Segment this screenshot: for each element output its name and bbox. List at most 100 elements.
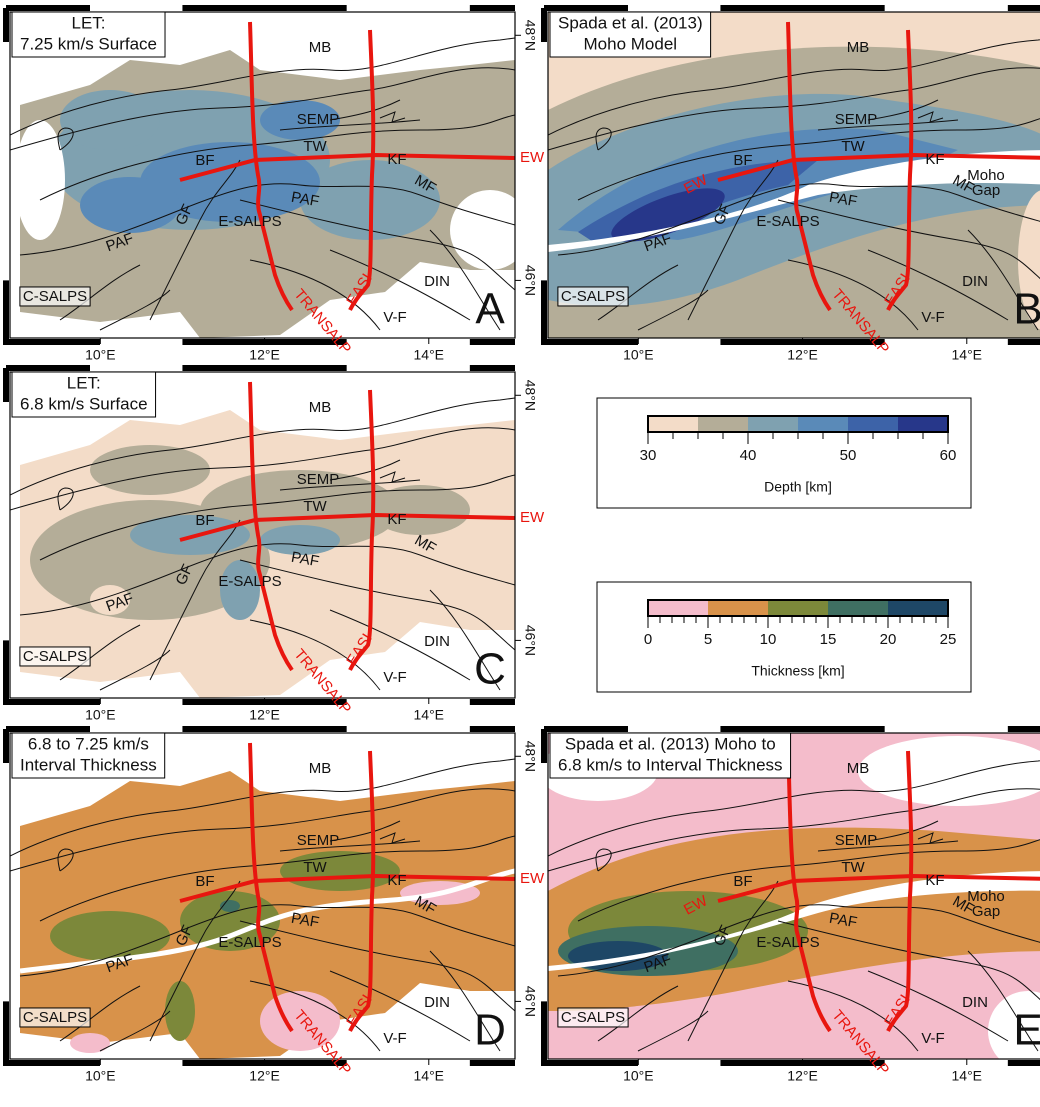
feature-label: TW: [841, 859, 865, 876]
x-tick-label: 10°E: [85, 707, 116, 723]
feature-label: MB: [309, 760, 332, 777]
colorbar-segment: [848, 416, 899, 432]
feature-label: DIN: [424, 273, 450, 290]
y-tick-label: 48°N: [522, 380, 538, 411]
feature-label: E-SALPS: [756, 213, 819, 230]
feature-label: BF: [733, 873, 752, 890]
x-tick-label: 12°E: [249, 1068, 280, 1084]
feature-label: DIN: [962, 994, 988, 1011]
panel-title: 6.8 to 7.25 km/s: [28, 734, 149, 753]
feature-label: E-SALPS: [756, 934, 819, 951]
feature-label: V-F: [383, 669, 406, 686]
colorbar-label: Depth [km]: [764, 479, 832, 495]
figure: MBSEMPTWBFKFMFPAFPAFGFE-SALPSDINV-FC-SAL…: [0, 0, 1040, 1107]
x-tick-label: 14°E: [414, 1068, 445, 1084]
feature-label: E-SALPS: [218, 934, 281, 951]
colorbar-segment: [768, 600, 829, 616]
data-region: [450, 190, 530, 270]
feature-label: MB: [309, 399, 332, 416]
gap-label: Gap: [972, 182, 1000, 199]
panel-letter: D: [474, 1006, 506, 1055]
x-tick-label: 10°E: [623, 347, 654, 363]
colorbar-tick-label: 15: [820, 631, 837, 648]
y-tick-label: 48°N: [522, 741, 538, 772]
feature-label: C-SALPS: [23, 288, 87, 305]
feature-label: KF: [925, 872, 944, 889]
panel-letter: C: [474, 645, 506, 694]
x-tick-label: 12°E: [249, 347, 280, 363]
colorbar-segment: [898, 416, 949, 432]
panel-title: Interval Thickness: [20, 755, 157, 774]
feature-label: BF: [195, 152, 214, 169]
colorbar-segment: [648, 600, 709, 616]
colorbar-segment: [798, 416, 849, 432]
data-region: [913, 971, 1003, 1011]
panel-title: 7.25 km/s Surface: [20, 34, 157, 53]
x-tick-label: 12°E: [249, 707, 280, 723]
panel-title: Moho Model: [584, 34, 678, 53]
feature-label: TW: [303, 859, 327, 876]
gap-label: Gap: [972, 903, 1000, 920]
panel-title: LET:: [67, 373, 101, 392]
feature-label: BF: [195, 512, 214, 529]
panel-letter: A: [475, 285, 505, 334]
y-tick-label: 48°N: [522, 20, 538, 51]
feature-label: TW: [303, 498, 327, 515]
colorbar-tick-label: 60: [940, 447, 957, 464]
colorbar-label: Thickness [km]: [751, 663, 844, 679]
panel-title: Spada et al. (2013): [558, 13, 703, 32]
panel-letter: B: [1013, 285, 1040, 334]
data-region: [220, 560, 260, 620]
feature-label: TW: [303, 138, 327, 155]
data-region: [60, 90, 160, 150]
colorbar: 0 5 10 15 20 25 Thickness [km]: [597, 582, 971, 692]
colorbar-tick-label: 25: [940, 631, 957, 648]
colorbar-segment: [888, 600, 949, 616]
colorbar-segment: [748, 416, 799, 432]
y-tick-label: 46°N: [522, 986, 538, 1017]
feature-label: DIN: [424, 633, 450, 650]
feature-label: KF: [387, 872, 406, 889]
feature-label: C-SALPS: [23, 1009, 87, 1026]
x-tick-label: 10°E: [85, 1068, 116, 1084]
feature-label: C-SALPS: [561, 1009, 625, 1026]
x-tick-label: 14°E: [414, 347, 445, 363]
panel-title: 6.8 km/s to Interval Thickness: [558, 755, 783, 774]
feature-label: MB: [309, 39, 332, 56]
feature-label: KF: [387, 511, 406, 528]
data-region: [748, 991, 828, 1031]
feature-label: V-F: [921, 309, 944, 326]
colorbar-tick-label: 5: [704, 631, 712, 648]
feature-label: TW: [841, 138, 865, 155]
feature-label: SEMP: [297, 111, 340, 128]
panel-title: 6.8 km/s Surface: [20, 394, 148, 413]
colorbar-tick-label: 20: [880, 631, 897, 648]
feature-label: SEMP: [297, 471, 340, 488]
colorbar-tick-label: 0: [644, 631, 652, 648]
feature-label: V-F: [383, 309, 406, 326]
y-tick-label: 46°N: [522, 265, 538, 296]
panel-letter: E: [1013, 1006, 1040, 1055]
colorbar-tick-label: 40: [740, 447, 757, 464]
x-tick-label: 10°E: [85, 347, 116, 363]
colorbar-tick-label: 30: [640, 447, 657, 464]
feature-label: KF: [387, 151, 406, 168]
profile-label: EW: [520, 149, 545, 166]
colorbar-segment: [708, 600, 769, 616]
x-tick-label: 12°E: [787, 347, 818, 363]
panel-title: LET:: [71, 13, 105, 32]
feature-label: BF: [195, 873, 214, 890]
x-tick-label: 14°E: [414, 707, 445, 723]
panel-title: Spada et al. (2013) Moho to: [565, 734, 776, 753]
profile-label: EW: [520, 870, 545, 887]
feature-label: E-SALPS: [218, 573, 281, 590]
colorbar-segment: [648, 416, 699, 432]
colorbar-tick-label: 10: [760, 631, 777, 648]
data-region: [80, 177, 180, 233]
colorbar-tick-label: 50: [840, 447, 857, 464]
feature-label: SEMP: [835, 832, 878, 849]
feature-label: SEMP: [835, 111, 878, 128]
